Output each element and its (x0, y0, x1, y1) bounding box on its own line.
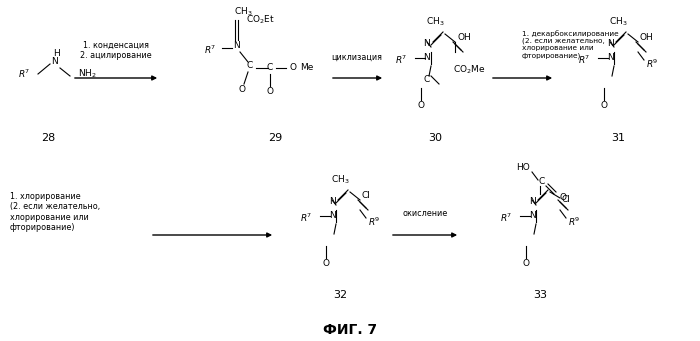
Text: CH$_3$: CH$_3$ (330, 174, 349, 186)
Text: OH: OH (457, 33, 470, 43)
Text: C: C (267, 63, 273, 73)
Text: O: O (290, 63, 297, 73)
Text: O: O (522, 260, 529, 268)
Text: циклизация: циклизация (332, 53, 382, 62)
Text: N: N (424, 40, 430, 48)
Text: H: H (52, 49, 60, 59)
Text: CH$_3$: CH$_3$ (609, 16, 627, 28)
Text: CH$_3$: CH$_3$ (234, 6, 253, 18)
Text: N: N (528, 211, 536, 221)
Text: O: O (601, 102, 608, 110)
Text: $\mathit{R}^7$: $\mathit{R}^7$ (18, 68, 30, 80)
Text: NH$_2$: NH$_2$ (78, 68, 97, 80)
Text: 30: 30 (428, 133, 442, 143)
Text: N: N (328, 197, 335, 207)
Text: $\mathit{R}^9$: $\mathit{R}^9$ (568, 216, 580, 228)
Text: 31: 31 (611, 133, 625, 143)
Text: N: N (232, 42, 239, 50)
Text: Me: Me (300, 63, 314, 73)
Text: C: C (424, 75, 430, 85)
Text: $\mathit{R}^7$: $\mathit{R}^7$ (300, 212, 312, 224)
Text: 29: 29 (268, 133, 282, 143)
Text: $\mathit{R}^7$: $\mathit{R}^7$ (395, 54, 407, 66)
Text: OH: OH (640, 33, 654, 43)
Text: $\mathit{R}^9$: $\mathit{R}^9$ (368, 216, 381, 228)
Text: CO$_2$Me: CO$_2$Me (453, 64, 486, 76)
Text: N: N (528, 197, 536, 207)
Text: $\mathit{R}^7$: $\mathit{R}^7$ (500, 212, 512, 224)
Text: 1. декарбоксилирование
(2. если желательно,
хлорирование или
фторирование): 1. декарбоксилирование (2. если желатель… (522, 30, 619, 59)
Text: 1. хлорирование
(2. если желательно,
хлорирование или
фторирование): 1. хлорирование (2. если желательно, хло… (10, 192, 100, 232)
Text: O: O (239, 86, 246, 94)
Text: CH$_3$: CH$_3$ (426, 16, 444, 28)
Text: 1. конденсация
2. ацилирование: 1. конденсация 2. ацилирование (80, 41, 152, 60)
Text: CO$_2$Et: CO$_2$Et (246, 14, 275, 26)
Text: N: N (607, 54, 613, 62)
Text: O: O (323, 260, 330, 268)
Text: 32: 32 (333, 290, 347, 300)
Text: N: N (328, 211, 335, 221)
Text: C: C (539, 178, 545, 187)
Text: $\mathit{R}^9$: $\mathit{R}^9$ (646, 58, 659, 70)
Text: N: N (607, 40, 613, 48)
Text: N: N (50, 58, 57, 66)
Text: 33: 33 (533, 290, 547, 300)
Text: Cl: Cl (362, 192, 371, 201)
Text: окисление: окисление (402, 209, 447, 218)
Text: O: O (417, 102, 424, 110)
Text: $\mathit{R}^7$: $\mathit{R}^7$ (578, 54, 590, 66)
Text: $\mathit{R}^7$: $\mathit{R}^7$ (204, 44, 216, 56)
Text: HO: HO (517, 163, 530, 173)
Text: ФИГ. 7: ФИГ. 7 (323, 323, 377, 337)
Text: N: N (424, 54, 430, 62)
Text: 28: 28 (41, 133, 55, 143)
Text: C: C (247, 61, 253, 71)
Text: O: O (267, 88, 274, 97)
Text: Cl: Cl (562, 195, 571, 205)
Text: O: O (560, 193, 567, 203)
